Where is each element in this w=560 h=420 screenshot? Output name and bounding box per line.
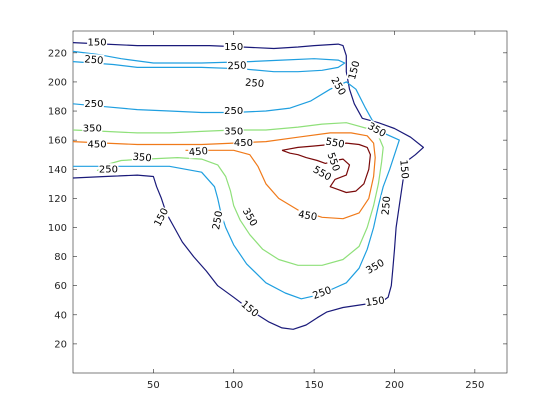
contour-label-bg [379, 195, 394, 217]
x-tick-label: 200 [385, 380, 404, 391]
contour-label-group-150-1: 150 [223, 41, 244, 53]
contour-label-250: 250 [211, 210, 225, 231]
contour-label-bg [82, 122, 103, 135]
contour-label-bg [223, 41, 244, 53]
contour-label-250: 250 [227, 61, 246, 73]
contour-label-bg [328, 74, 349, 98]
y-tick-label: 200 [48, 77, 67, 88]
contour-label-bg [187, 144, 209, 159]
contour-label-bg [233, 137, 254, 150]
contour-label-group-250-8: 250 [210, 209, 226, 232]
contour-label-bg [310, 283, 334, 303]
contour-label-bg [363, 256, 387, 277]
contour-label-bg [296, 208, 319, 224]
contour-label-group-450-1: 450 [233, 137, 254, 150]
contour-label-bg [151, 205, 172, 229]
contour-line-250-1 [72, 81, 400, 300]
y-tick-label: 160 [48, 136, 67, 147]
contour-label-550: 550 [325, 137, 346, 151]
contour-label-group-150-6: 150 [397, 158, 411, 180]
contour-label-450: 450 [88, 140, 107, 151]
contour-label-group-450-0: 450 [87, 138, 108, 151]
contour-label-group-250-6: 250 [379, 195, 394, 217]
contour-label-250: 250 [381, 196, 394, 216]
contour-label-group-250-9: 250 [98, 163, 119, 176]
contour-label-450: 450 [188, 146, 208, 159]
contour-label-bg [87, 138, 108, 151]
contour-label-group-550-0: 550 [324, 135, 346, 151]
contour-label-bg [365, 119, 389, 141]
contour-label-bg [397, 158, 411, 180]
contour-label-group-350-1: 350 [223, 125, 244, 138]
contour-label-bg [324, 135, 346, 151]
contour-line-450-0 [72, 132, 376, 220]
contour-label-group-250-2: 250 [244, 76, 266, 91]
contour-label-250: 250 [99, 164, 118, 175]
contour-label-group-250-1: 250 [226, 59, 248, 73]
contour-label-350: 350 [83, 124, 102, 135]
contour-label-bg [83, 97, 104, 110]
y-tick-label: 100 [48, 223, 67, 234]
contour-line-250-0 [72, 50, 346, 73]
contour-label-bg [210, 209, 226, 232]
y-tick-label: 180 [48, 107, 67, 118]
contour-label-bg [87, 36, 108, 49]
x-tick-label: 50 [147, 380, 160, 391]
y-tick-label: 40 [54, 310, 67, 321]
contour-label-bg [223, 105, 244, 117]
plot-area [72, 30, 508, 374]
contour-line-350-0 [72, 122, 384, 266]
y-tick-label: 20 [54, 339, 67, 350]
x-tick-label: 250 [465, 380, 484, 391]
contour-label-bg [238, 297, 262, 321]
contour-label-bg [83, 53, 105, 67]
contour-label-bg [244, 76, 266, 91]
contour-label-250: 250 [84, 99, 103, 110]
contour-label-bg [324, 150, 343, 174]
contour-label-bg [364, 294, 386, 310]
x-tick-label: 100 [224, 380, 243, 391]
x-tick-label: 150 [305, 380, 324, 391]
contour-label-group-450-3: 450 [296, 208, 319, 224]
contour-label-450: 450 [234, 138, 253, 149]
contour-label-150: 150 [397, 159, 410, 179]
contour-label-150: 150 [224, 42, 243, 53]
contour-label-350: 350 [132, 152, 152, 165]
contour-label-group-150-0: 150 [87, 36, 108, 49]
y-tick-label: 140 [48, 165, 67, 176]
contour-label-group-150-5: 150 [364, 294, 386, 310]
contour-label-group-250-4: 250 [223, 105, 244, 117]
y-tick-label: 80 [54, 252, 67, 263]
axes-layer: 50 100 150 200 250 20 40 60 80 100 120 140 160 180 200… [48, 31, 507, 391]
contour-line-550-0 [281, 142, 371, 194]
contour-label-bg [310, 163, 334, 184]
contour-label-bg [239, 205, 260, 229]
contour-label-bg [226, 59, 248, 73]
contour-line-150-0 [72, 42, 424, 330]
contour-label-250: 250 [224, 106, 243, 117]
y-tick-label: 60 [54, 281, 67, 292]
contour-label-150: 150 [347, 60, 363, 81]
contour-label-150: 150 [88, 38, 107, 49]
contour-label-bg [223, 125, 244, 138]
contour-label-bg [345, 59, 363, 82]
contour-label-bg [131, 150, 153, 165]
y-tick-label: 220 [48, 48, 67, 59]
contour-label-group-150-2: 150 [345, 59, 363, 82]
contour-label-group-350-0: 350 [82, 122, 103, 135]
y-tick-label: 120 [48, 194, 67, 205]
contour-label-group-250-3: 250 [83, 97, 104, 110]
contour-label-group-350-5: 350 [131, 150, 153, 165]
contour-label-250: 250 [84, 54, 104, 67]
contour-label-group-450-2: 450 [187, 144, 209, 159]
contour-label-450: 450 [297, 209, 318, 223]
contour-label-150: 150 [365, 295, 385, 309]
contour-label-250: 250 [245, 78, 265, 91]
contour-label-group-250-0: 250 [83, 53, 105, 67]
contours-layer [72, 42, 424, 330]
contour-label-bg [98, 163, 119, 176]
contour-label-350: 350 [224, 126, 243, 137]
